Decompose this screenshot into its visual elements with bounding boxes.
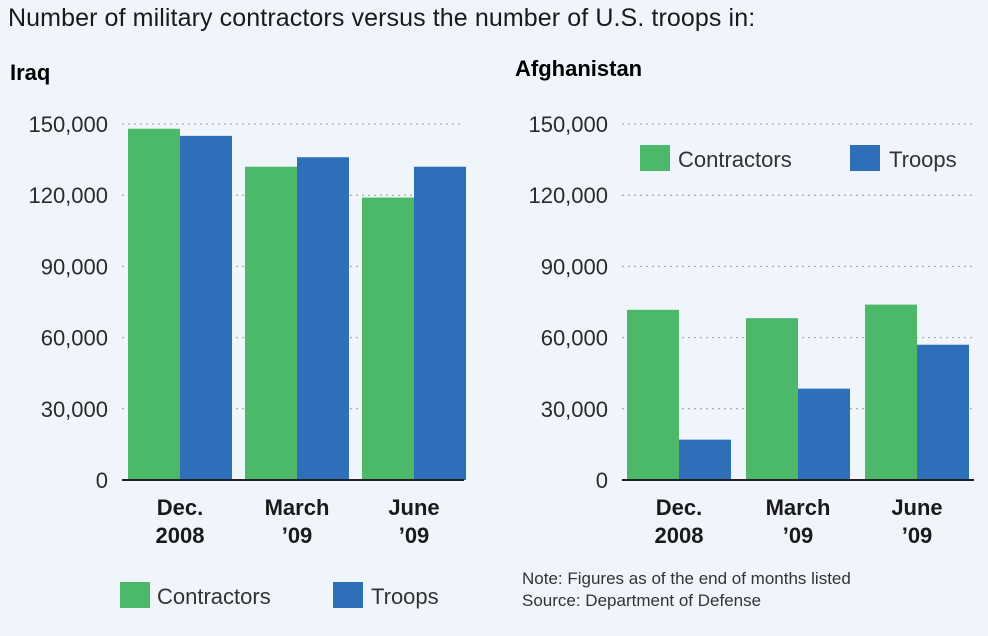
iraq-y-tick-label: 60,000: [41, 326, 108, 351]
afghanistan-legend: Contractors Troops: [640, 145, 957, 172]
iraq-legend-swatch-troops: [333, 582, 363, 608]
iraq-category-label: Dec.: [157, 495, 203, 520]
afghanistan-y-tick-label: 150,000: [528, 112, 608, 137]
iraq-y-tick-label: 90,000: [41, 254, 108, 279]
iraq-bar-troops: [180, 135, 232, 480]
iraq-category-label: ’09: [399, 523, 430, 548]
iraq-bar-troops: [414, 166, 466, 480]
iraq-legend: Contractors Troops: [120, 582, 439, 609]
iraq-y-tick-label: 30,000: [41, 397, 108, 422]
afghanistan-bar-troops: [679, 439, 731, 480]
iraq-chart-title: Iraq: [10, 60, 50, 85]
iraq-category-label: ’09: [282, 523, 313, 548]
afghanistan-y-tick-label: 30,000: [541, 397, 608, 422]
iraq-legend-label-troops: Troops: [371, 584, 439, 609]
afghanistan-category-label: ’09: [783, 523, 814, 548]
afghanistan-bar-troops: [798, 388, 850, 480]
afghanistan-y-tick-label: 0: [596, 468, 608, 493]
iraq-bar-contractors: [245, 166, 297, 480]
iraq-y-tick-label: 0: [96, 468, 108, 493]
iraq-y-tick-label: 120,000: [28, 183, 108, 208]
iraq-legend-swatch-contractors: [120, 582, 150, 608]
afghanistan-bar-troops: [917, 344, 969, 480]
chart-note: Note: Figures as of the end of months li…: [522, 569, 851, 588]
afghanistan-legend-label-troops: Troops: [889, 147, 957, 172]
afghanistan-chart: Afghanistan 0 30,000 60,000 90,000 120,000 15…: [515, 56, 974, 548]
afghanistan-legend-label-contractors: Contractors: [678, 147, 792, 172]
iraq-bar-contractors: [128, 128, 180, 480]
afghanistan-bar-contractors: [627, 309, 679, 480]
afghanistan-category-label: Dec.: [656, 495, 702, 520]
afghanistan-category-label: 2008: [655, 523, 704, 548]
afghanistan-legend-swatch-contractors: [640, 145, 670, 171]
iraq-legend-label-contractors: Contractors: [157, 584, 271, 609]
afghanistan-category-label: March: [766, 495, 831, 520]
afghanistan-y-tick-label: 60,000: [541, 326, 608, 351]
afghanistan-category-label: June: [891, 495, 942, 520]
afghanistan-y-tick-label: 120,000: [528, 183, 608, 208]
iraq-chart: Iraq 0 30,000 60,000 90,000 120,000 150,000 D…: [10, 60, 466, 609]
iraq-category-label: June: [388, 495, 439, 520]
iraq-category-label: March: [265, 495, 330, 520]
afghanistan-bar-contractors: [865, 304, 917, 480]
afghanistan-legend-swatch-troops: [850, 145, 880, 171]
chart-source: Source: Department of Defense: [522, 591, 761, 610]
afghanistan-chart-title: Afghanistan: [515, 56, 642, 81]
afghanistan-category-label: ’09: [902, 523, 933, 548]
afghanistan-y-tick-label: 90,000: [541, 254, 608, 279]
afghanistan-bar-contractors: [746, 318, 798, 480]
iraq-category-label: 2008: [156, 523, 205, 548]
iraq-y-tick-label: 150,000: [28, 112, 108, 137]
iraq-bar-contractors: [362, 197, 414, 480]
figure-title: Number of military contractors versus th…: [8, 4, 756, 32]
iraq-bar-troops: [297, 157, 349, 480]
